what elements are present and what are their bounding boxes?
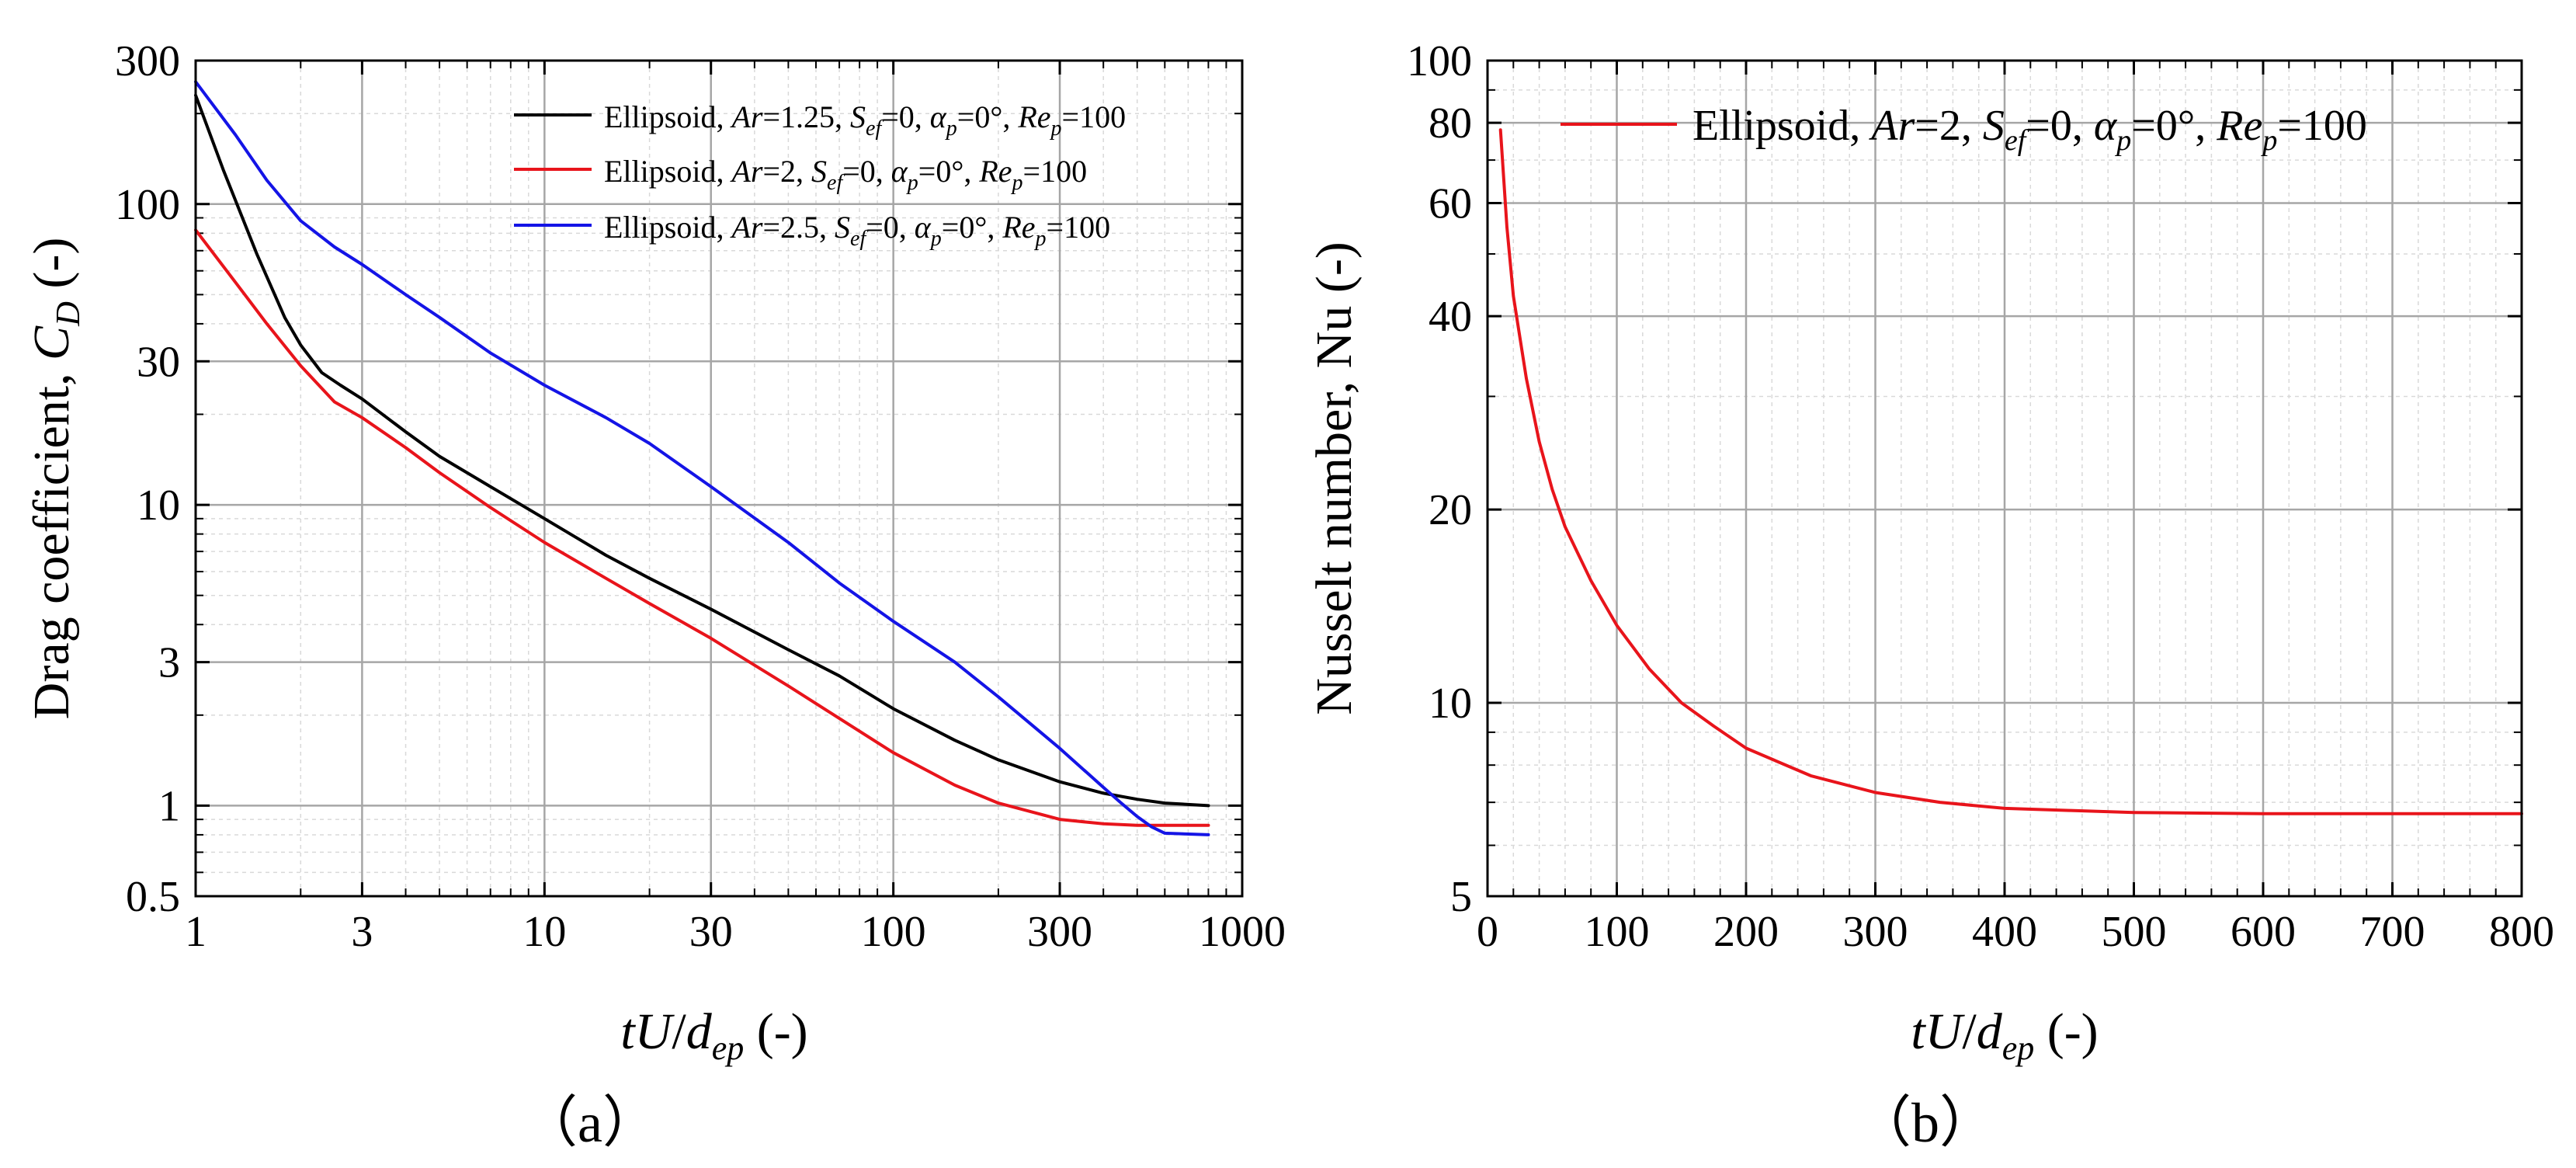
grid-a xyxy=(194,59,1244,898)
ticks-b: 0 100 200 300 400 500 600 700 800 5 10 20 40 60 80 100 xyxy=(1407,37,2554,956)
series-lines-a xyxy=(194,80,1210,836)
series-line-red xyxy=(194,228,1210,827)
x-tick-label: 100 xyxy=(1585,908,1650,956)
y-tick-label: 300 xyxy=(115,37,180,85)
x-tick-label: 3 xyxy=(351,908,373,956)
y-tick-label: 100 xyxy=(115,181,180,229)
x-tick-label: 0 xyxy=(1477,908,1498,956)
y-tick-label: 40 xyxy=(1429,293,1472,341)
y-axis-label-b: Nusselt number, Nu (-) xyxy=(1306,242,1363,715)
x-tick-label: 400 xyxy=(1972,908,2037,956)
y-axis-label-a: Drag coefficient, CD (-) xyxy=(23,238,87,720)
nusselt-number-chart: 0 100 200 300 400 500 600 700 80051020406080100 … xyxy=(1306,37,2554,1154)
x-tick-label: 1 xyxy=(185,908,207,956)
panel-label-b: （b） xyxy=(1856,1092,1995,1154)
axes-frame-b xyxy=(1486,59,2523,898)
legend-label-b: Ellipsoid, Ar=2, Sef=0, αp=0°, Rep=100 xyxy=(1692,102,2367,157)
x-tick-label: 300 xyxy=(1027,908,1092,956)
y-tick-label: 80 xyxy=(1429,99,1472,148)
x-tick-label: 700 xyxy=(2360,908,2425,956)
legend-a: Ellipsoid, Ar=1.25, Sef=0, αp=0°, Rep=10… xyxy=(514,99,1126,251)
y-tick-label: 5 xyxy=(1450,873,1472,921)
x-tick-label: 600 xyxy=(2231,908,2296,956)
legend-entry-ar2: Ellipsoid, Ar=2, Sef=0, αp=0°, Rep=100 xyxy=(514,154,1087,195)
y-tick-label: 1 xyxy=(158,782,180,830)
x-tick-label: 10 xyxy=(522,908,566,956)
x-axis-label-b: tU/dep (-) xyxy=(1911,1003,2098,1067)
x-axis-label-a: tU/dep (-) xyxy=(620,1003,807,1067)
x-tick-label: 200 xyxy=(1713,908,1779,956)
legend-entry-ar25: Ellipsoid, Ar=2.5, Sef=0, αp=0°, Rep=100 xyxy=(514,210,1110,251)
y-tick-label: 0.5 xyxy=(126,873,180,921)
legend-b: Ellipsoid, Ar=2, Sef=0, αp=0°, Rep=100 xyxy=(1561,102,2367,157)
y-tick-label: 10 xyxy=(137,481,180,530)
y-tick-label: 60 xyxy=(1429,179,1472,228)
panel-label-a: （a） xyxy=(522,1092,658,1154)
legend-entry-ar125: Ellipsoid, Ar=1.25, Sef=0, αp=0°, Rep=10… xyxy=(514,99,1126,141)
x-tick-label: 100 xyxy=(861,908,926,956)
x-tick-label: 300 xyxy=(1843,908,1908,956)
legend-label-ar125: Ellipsoid, Ar=1.25, Sef=0, αp=0°, Rep=10… xyxy=(604,99,1126,141)
y-tick-label: 20 xyxy=(1429,486,1472,534)
y-tick-label: 3 xyxy=(158,639,180,687)
legend-label-ar2: Ellipsoid, Ar=2, Sef=0, αp=0°, Rep=100 xyxy=(604,154,1087,195)
x-tick-label: 500 xyxy=(2102,908,2167,956)
x-tick-label: 800 xyxy=(2489,908,2554,956)
x-tick-label: 1000 xyxy=(1199,908,1286,956)
y-tick-label: 100 xyxy=(1407,37,1472,85)
series-lines-b xyxy=(1498,128,2523,815)
series-line-blue xyxy=(194,80,1210,836)
legend-label-ar25: Ellipsoid, Ar=2.5, Sef=0, αp=0°, Rep=100 xyxy=(604,210,1110,251)
series-line-red xyxy=(1498,128,2523,815)
y-tick-label: 30 xyxy=(137,338,180,386)
axes-frame-a xyxy=(194,59,1244,898)
series-line-black xyxy=(194,93,1210,808)
y-tick-label: 10 xyxy=(1429,680,1472,728)
x-tick-label: 30 xyxy=(689,908,733,956)
